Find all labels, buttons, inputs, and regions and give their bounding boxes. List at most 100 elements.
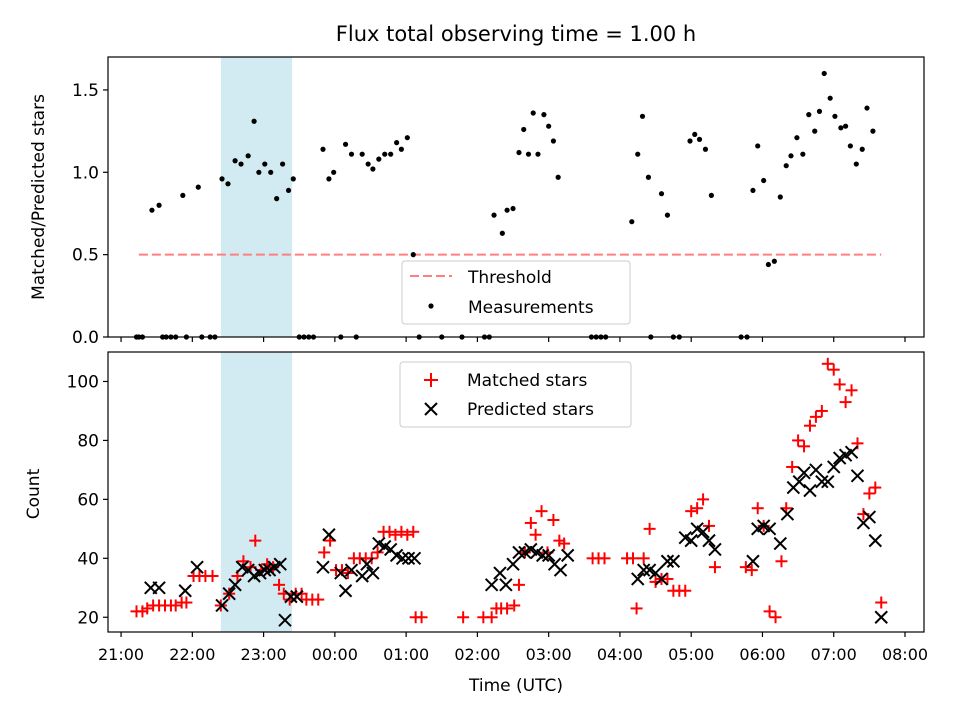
measurement-point	[806, 112, 812, 118]
predicted-stars-point	[773, 536, 787, 551]
measurement-point	[499, 230, 505, 236]
matched-stars-point	[809, 410, 822, 423]
measurement-point	[156, 202, 162, 208]
measurement-point	[816, 108, 823, 114]
measurement-point	[376, 156, 382, 162]
predicted-stars-point	[780, 507, 795, 521]
predicted-stars-point	[636, 563, 651, 577]
measurement-point	[365, 161, 371, 167]
matched-stars-point	[415, 611, 428, 624]
matched-stars-point	[206, 570, 219, 582]
matched-stars-point	[827, 363, 840, 376]
matched-stars-point	[485, 611, 498, 624]
predicted-stars-point	[338, 584, 353, 598]
predicted-stars-point	[395, 551, 410, 566]
predicted-stars-point	[344, 563, 359, 577]
measurement-point	[348, 151, 355, 157]
matched-stars-point	[395, 525, 408, 538]
measurement-point	[274, 196, 280, 202]
predicted-stars-point	[506, 557, 520, 571]
x-tick-label: 00:00	[312, 645, 358, 664]
measurement-point	[326, 176, 332, 182]
predicted-stars-point	[273, 557, 287, 571]
predicted-stars-point	[797, 466, 811, 480]
measurement-point	[702, 146, 709, 152]
matched-stars-point	[691, 502, 704, 515]
matched-stars-point	[547, 514, 560, 526]
measurement-point	[812, 128, 818, 134]
predicted-stars-point	[862, 510, 877, 524]
matched-stars-point	[863, 487, 876, 500]
measurement-point	[525, 151, 532, 157]
matched-stars-point	[501, 602, 514, 615]
matched-stars-point	[141, 602, 154, 615]
predicted-stars-point	[512, 545, 526, 560]
measurement-point	[238, 161, 244, 167]
measurement-point	[370, 166, 376, 172]
measurement-point	[180, 192, 186, 198]
measurement-point	[838, 125, 844, 131]
matched-stars-point	[407, 525, 420, 538]
legend-matched-label: Matched stars	[467, 371, 587, 391]
matched-stars-point	[643, 522, 656, 535]
measurement-point	[687, 138, 693, 144]
measurement-point	[388, 151, 394, 157]
predicted-stars-point	[762, 522, 777, 536]
predicted-stars-point	[850, 469, 865, 483]
measurement-point	[546, 123, 552, 129]
predicted-stars-point	[484, 578, 499, 592]
measurement-point	[658, 191, 665, 197]
ratio-y-axis-label: Matched/Predicted stars	[29, 94, 49, 300]
measurement-point	[262, 161, 268, 167]
matched-stars-point	[821, 357, 834, 370]
predicted-stars-point	[284, 589, 298, 604]
measurement-point	[708, 192, 714, 198]
predicted-stars-point	[827, 460, 841, 474]
matched-stars-point	[558, 537, 571, 550]
predicted-stars-point	[560, 548, 575, 563]
measurement-point	[692, 131, 698, 138]
measurement-point	[268, 169, 274, 175]
measurement-point	[843, 123, 849, 129]
measurement-point	[771, 258, 777, 264]
matched-stars-point	[845, 384, 858, 397]
ratio-legend-box	[401, 260, 631, 325]
measurement-point	[245, 153, 251, 159]
x-tick-label: 05:00	[668, 645, 714, 664]
matched-stars-point	[739, 561, 752, 574]
highlight-span	[220, 57, 293, 337]
measurement-point	[859, 146, 865, 152]
predicted-stars-point	[360, 557, 374, 571]
predicted-stars-point	[407, 551, 422, 566]
predicted-stars-point	[228, 578, 242, 592]
count-legend: Matched stars Predicted stars	[399, 361, 632, 428]
matched-stars-point	[786, 460, 799, 473]
legend-measurements-label: Measurements	[468, 298, 594, 318]
measurement-point	[783, 163, 789, 169]
x-tick-label: 22:00	[169, 645, 215, 664]
predicted-stars-point	[541, 548, 556, 563]
matched-stars-point	[180, 596, 193, 609]
matched-stars-point	[637, 552, 650, 565]
measurement-point	[404, 135, 410, 141]
predicted-stars-point	[631, 572, 645, 586]
measurement-point	[290, 176, 296, 182]
predicted-stars-point	[258, 563, 272, 577]
measurement-point	[342, 141, 349, 147]
measurement-point	[195, 184, 201, 190]
predicted-stars-point	[215, 598, 229, 613]
y-tick-label: 0.0	[72, 328, 99, 348]
count-axes-frame	[107, 351, 925, 633]
measurement-point	[755, 143, 761, 149]
measurement-point	[149, 207, 155, 213]
measurement-point	[555, 174, 561, 180]
predicted-stars-point	[290, 589, 304, 604]
matched-stars-point	[815, 404, 828, 417]
predicted-stars-point	[684, 533, 698, 548]
measurement-point	[232, 158, 238, 164]
measurement-point	[696, 136, 703, 142]
predicted-stars-point	[499, 578, 513, 592]
predicted-stars-point	[553, 563, 568, 577]
x-tick-label: 08:00	[882, 645, 928, 664]
matched-stars-point	[598, 552, 611, 565]
